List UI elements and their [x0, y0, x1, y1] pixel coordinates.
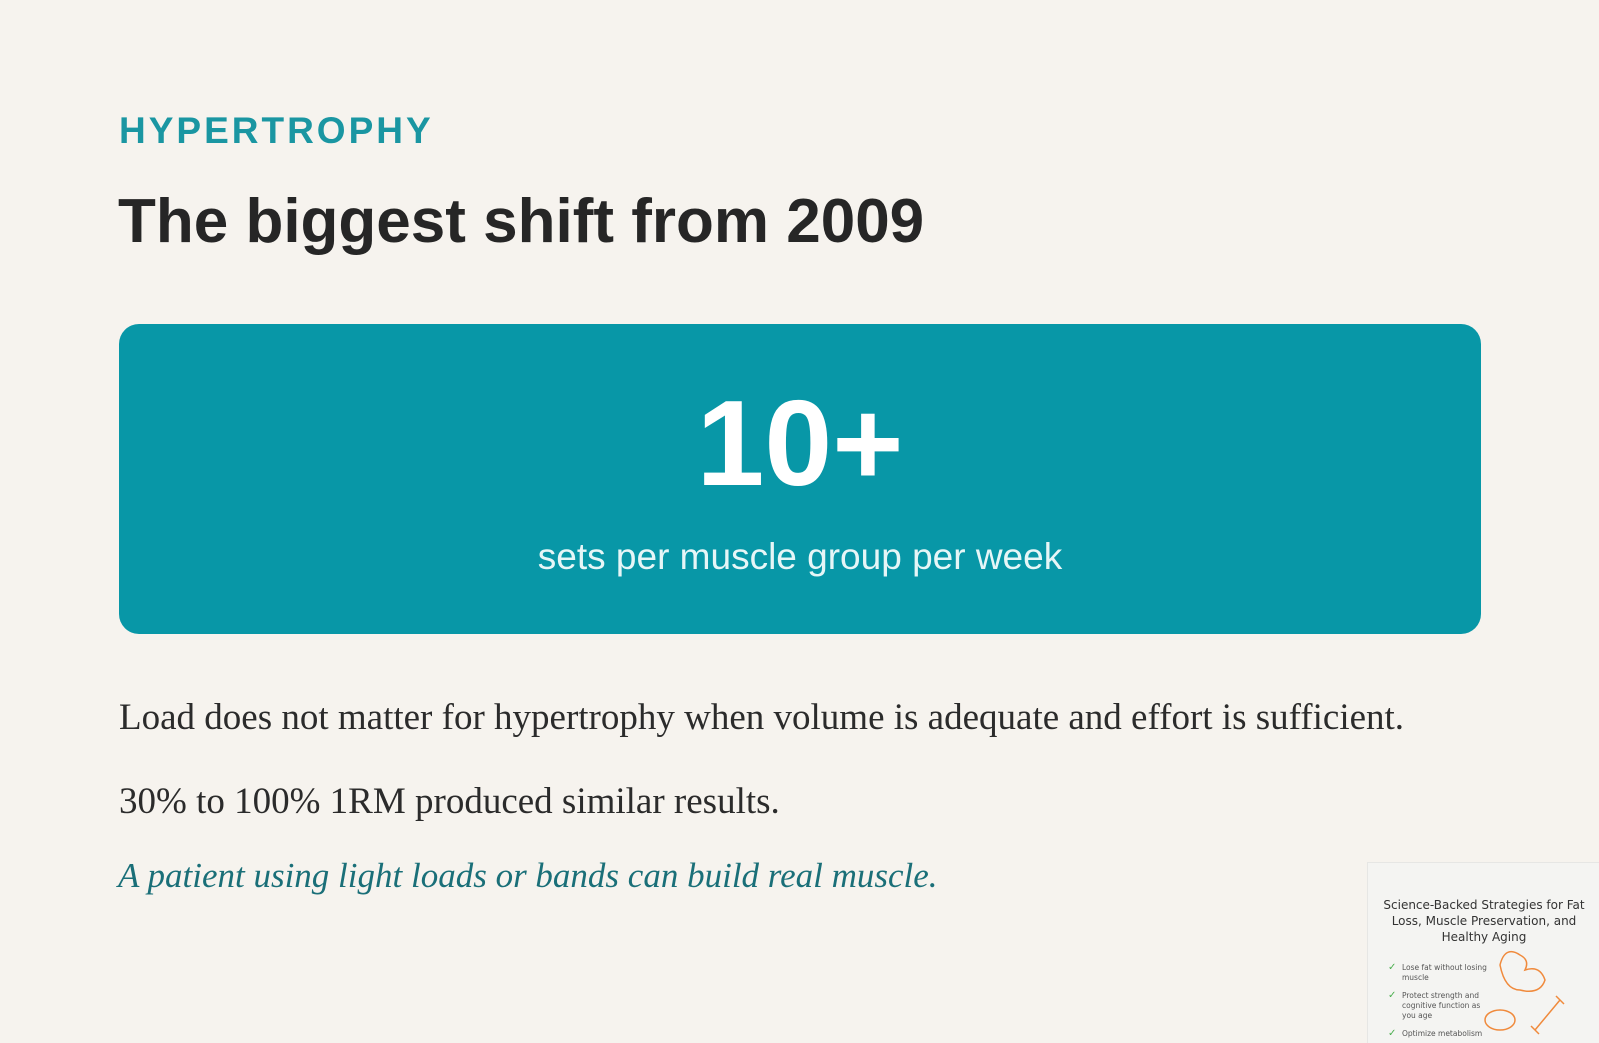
thumbnail[interactable]: Science-Backed Strategies for Fat Loss, …: [1367, 862, 1599, 1043]
emphasis: A patient using light loads or bands can…: [118, 856, 938, 895]
paragraph: 30% to 100% 1RM produced similar results…: [119, 781, 780, 822]
title: The biggest shift from 2009: [118, 187, 925, 256]
thumbnail-item: Protect strength and cognitive function …: [1388, 991, 1488, 1021]
stat-value: 10+: [696, 375, 904, 511]
stat-caption: sets per muscle group per week: [537, 536, 1063, 577]
thumbnail-title: Science-Backed Strategies for Fat Loss, …: [1383, 898, 1585, 944]
thumbnail-item: Optimize metabolism: [1388, 1029, 1488, 1039]
stat-card: 10+ sets per muscle group per week: [119, 324, 1481, 634]
thumbnail-list: Lose fat without losing muscle Protect s…: [1388, 963, 1488, 1043]
thumbnail-illustration: [1484, 950, 1565, 1035]
eyebrow: HYPERTROPHY: [119, 110, 434, 151]
thumbnail-item: Lose fat without losing muscle: [1388, 963, 1488, 983]
paragraph: Load does not matter for hypertrophy whe…: [119, 697, 1405, 738]
